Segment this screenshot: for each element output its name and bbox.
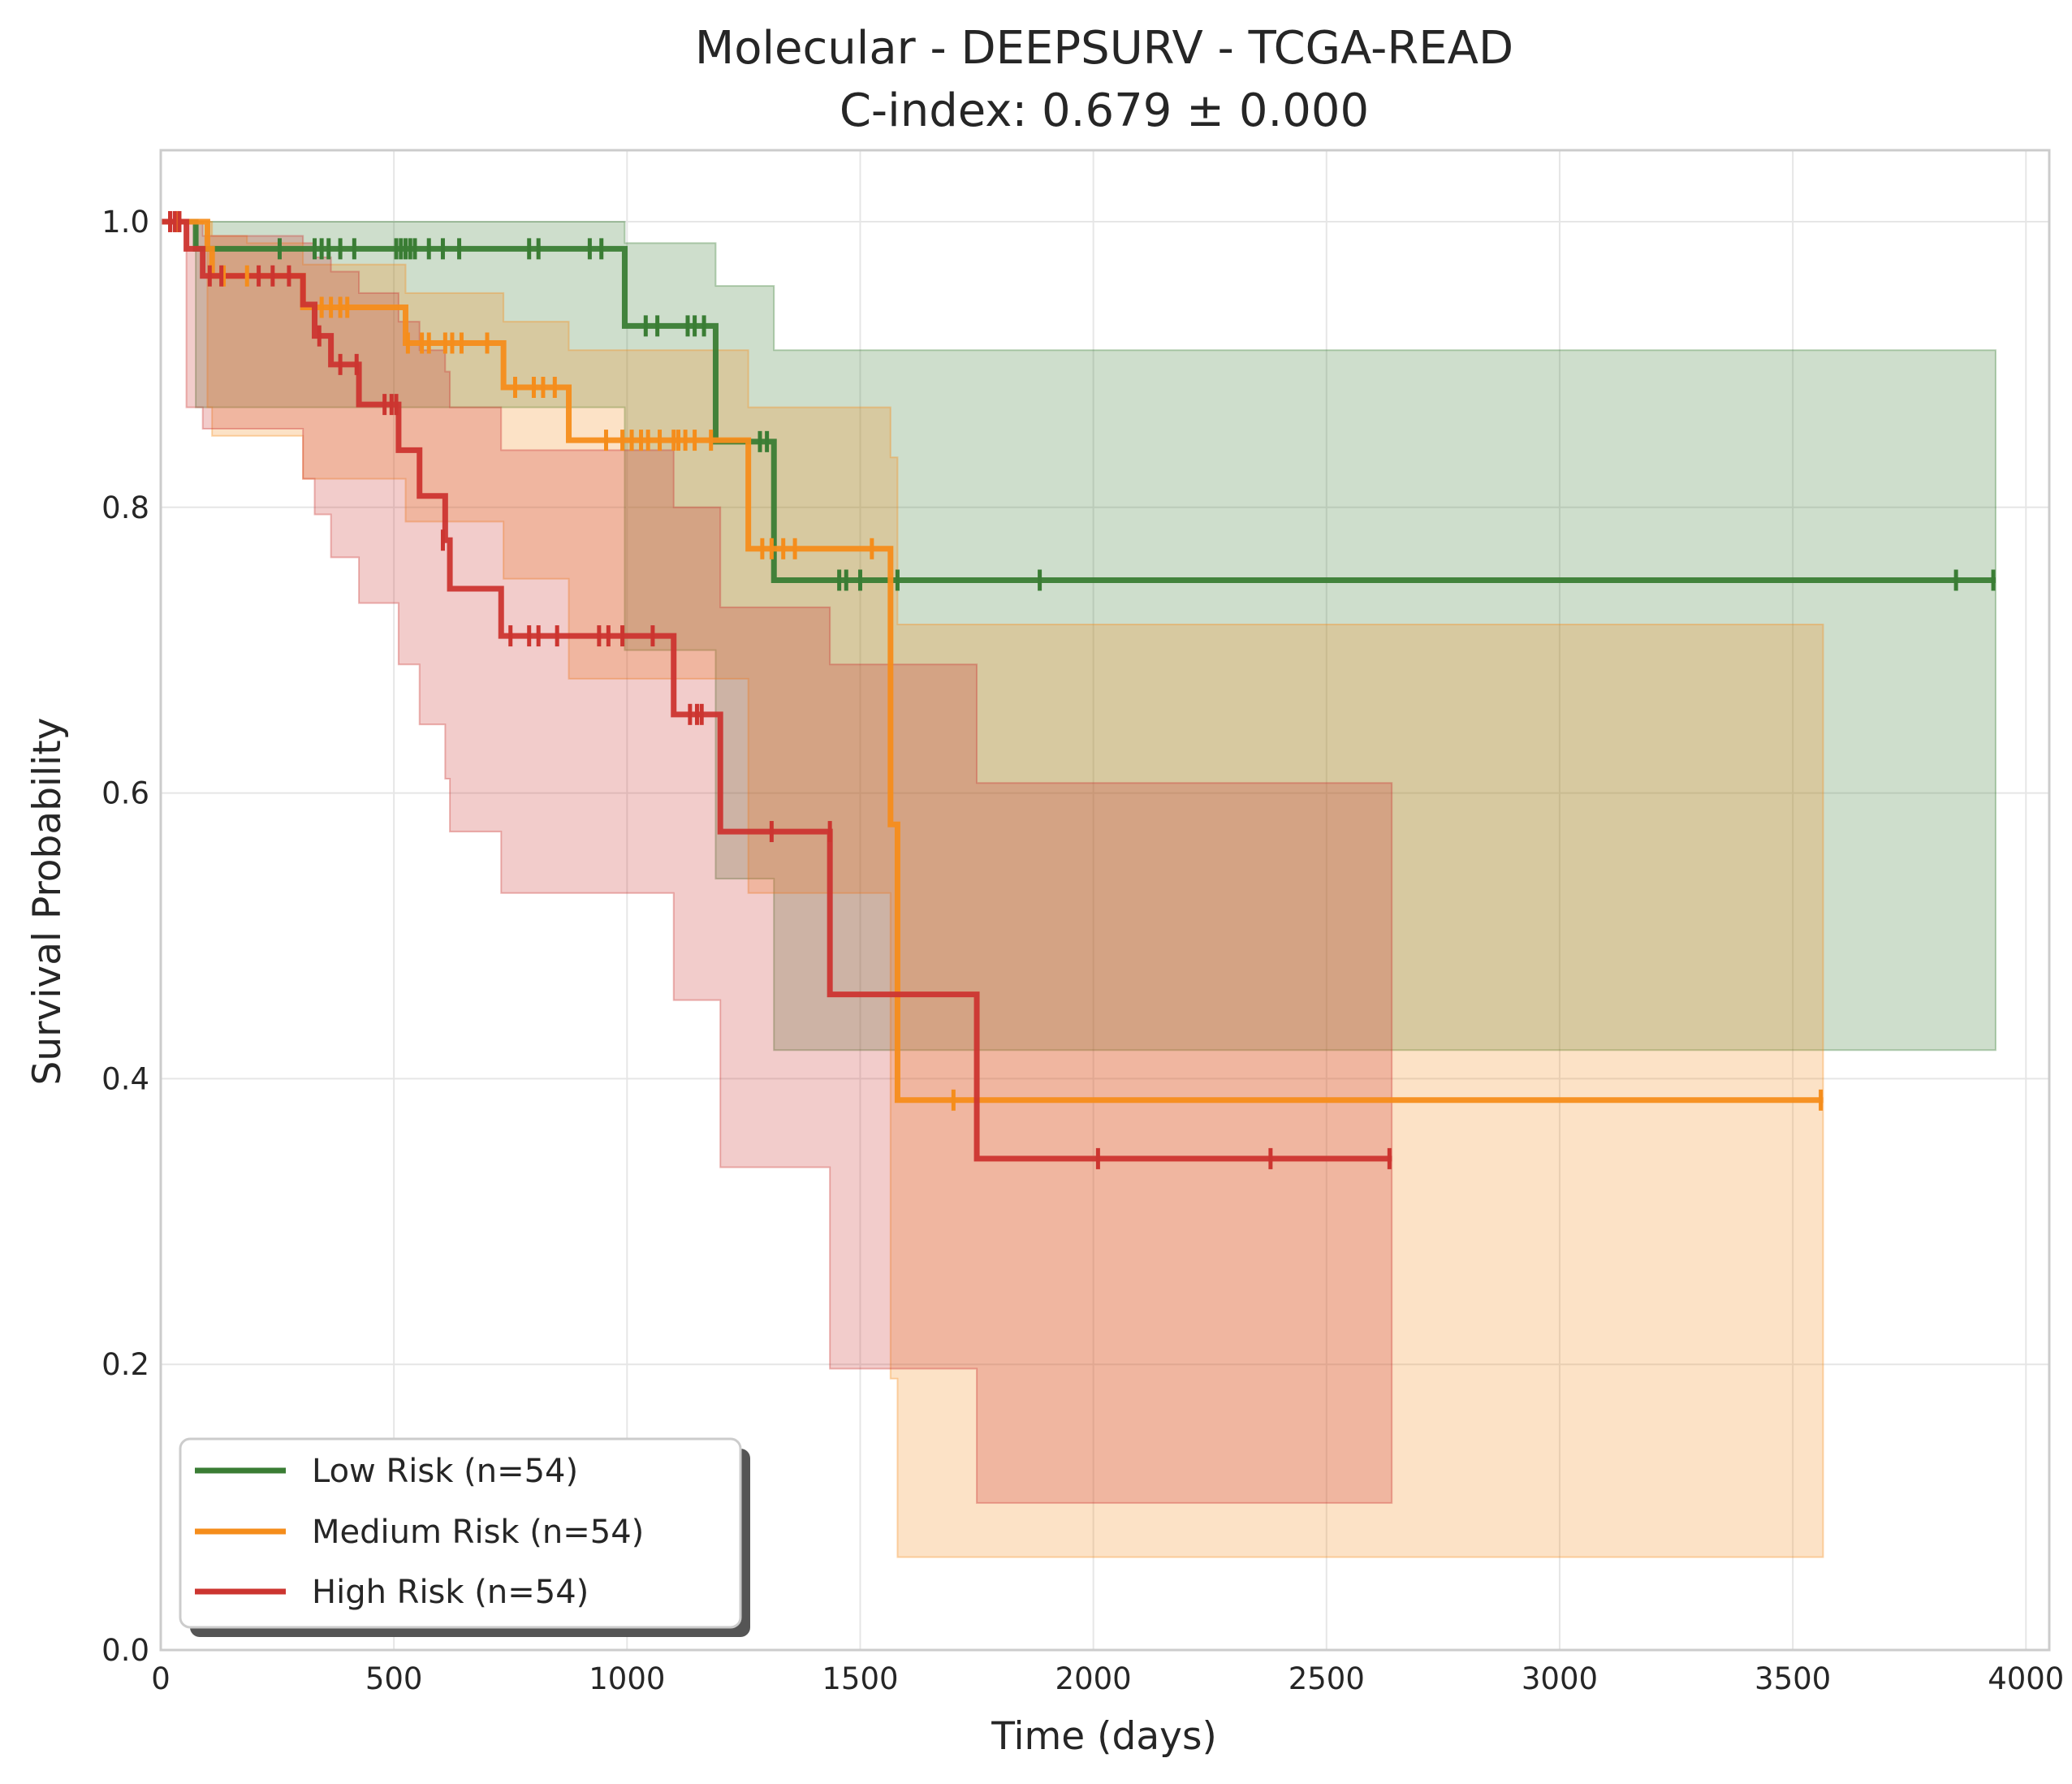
y-tick-label: 0.2 — [101, 1347, 149, 1382]
x-tick-label: 1000 — [589, 1661, 665, 1696]
grid-lines — [160, 150, 2049, 1651]
plot-area — [161, 150, 2049, 1650]
legend-box — [179, 1437, 742, 1629]
x-tick-label: 2500 — [1289, 1661, 1365, 1696]
censor-marks — [167, 210, 1996, 1169]
ci-band-2 — [161, 220, 1393, 1504]
y-tick-label: 0.0 — [101, 1633, 149, 1668]
chart-subtitle: C-index: 0.679 ± 0.000 — [840, 84, 1369, 137]
y-tick-label: 1.0 — [101, 205, 149, 240]
ci-band-1 — [161, 220, 1824, 1558]
ci-band-0 — [161, 220, 1996, 1052]
survival-curve-2 — [161, 218, 1392, 1162]
x-axis-label: Time (days) — [991, 1714, 1217, 1759]
legend: Low Risk (n=54) Medium Risk (n=54) High … — [179, 1437, 750, 1637]
x-tick-label: 1500 — [822, 1661, 898, 1696]
chart-title: Molecular - DEEPSURV - TCGA-READ — [695, 22, 1513, 75]
y-tick-label: 0.6 — [101, 776, 149, 811]
legend-label-high-risk: High Risk (n=54) — [312, 1574, 589, 1611]
x-tick-label: 2000 — [1055, 1661, 1132, 1696]
plot-frame — [159, 149, 2051, 1652]
legend-label-medium-risk: Medium Risk (n=54) — [312, 1514, 644, 1551]
y-tick-label: 0.4 — [101, 1061, 149, 1096]
x-tick-label: 3500 — [1755, 1661, 1831, 1696]
survival-curves — [161, 218, 1996, 1162]
confidence-bands — [161, 220, 1996, 1558]
legend-label-low-risk: Low Risk (n=54) — [312, 1453, 578, 1490]
y-axis-label: Survival Probability — [25, 718, 70, 1086]
x-tick-label: 0 — [151, 1661, 171, 1696]
x-tick-label: 500 — [365, 1661, 423, 1696]
x-tick-label: 4000 — [1988, 1661, 2064, 1696]
tick-labels: 0 500 1000 1500 2000 2500 3000 3500 4000 0.0 0.2 0.… — [101, 205, 2064, 1696]
survival-curve-1 — [161, 218, 1824, 1104]
survival-curve-0 — [161, 218, 1996, 583]
x-tick-label: 3000 — [1522, 1661, 1598, 1696]
y-tick-label: 0.8 — [101, 490, 149, 525]
